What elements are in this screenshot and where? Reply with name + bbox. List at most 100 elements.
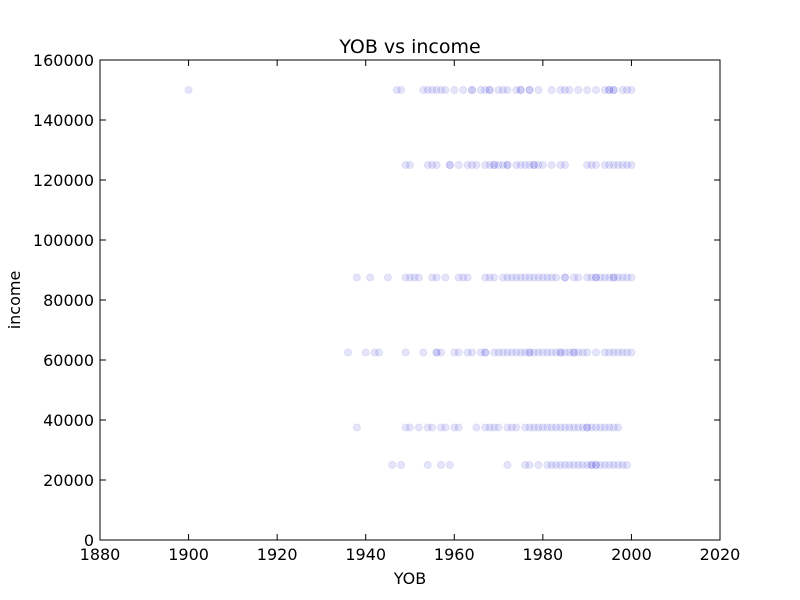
y-tick-label: 20000	[43, 471, 94, 490]
data-point	[503, 160, 512, 169]
data-point	[592, 423, 601, 432]
data-point	[578, 348, 587, 357]
data-point	[405, 273, 414, 282]
data-point	[428, 86, 437, 95]
data-point	[618, 160, 627, 169]
data-point	[574, 348, 583, 357]
data-point	[436, 348, 445, 357]
data-point	[574, 423, 583, 432]
y-tick-label: 0	[84, 531, 94, 550]
data-point	[498, 348, 507, 357]
data-point	[530, 348, 539, 357]
data-point	[361, 348, 370, 357]
data-point	[490, 348, 499, 357]
data-point	[472, 160, 481, 169]
data-point	[436, 86, 445, 95]
data-point	[485, 423, 494, 432]
data-point	[547, 86, 556, 95]
data-point	[494, 86, 503, 95]
data-point	[596, 273, 605, 282]
data-point	[609, 86, 618, 95]
data-point	[467, 86, 476, 95]
data-point	[445, 460, 454, 469]
data-point	[623, 160, 632, 169]
data-point	[543, 460, 552, 469]
data-point	[592, 273, 601, 282]
x-axis-label: YOB	[393, 569, 426, 588]
data-point	[583, 423, 592, 432]
data-point	[569, 460, 578, 469]
data-point	[614, 348, 623, 357]
data-point	[401, 348, 410, 357]
data-point	[565, 86, 574, 95]
data-point	[561, 160, 570, 169]
data-point	[605, 86, 614, 95]
data-point	[530, 160, 539, 169]
data-point	[556, 423, 565, 432]
data-point	[521, 160, 530, 169]
data-point	[401, 423, 410, 432]
data-point	[538, 423, 547, 432]
data-point	[592, 348, 601, 357]
data-point	[600, 273, 609, 282]
data-point	[454, 160, 463, 169]
data-point	[503, 273, 512, 282]
data-point	[534, 348, 543, 357]
data-point	[609, 460, 618, 469]
data-point	[574, 273, 583, 282]
data-point	[609, 348, 618, 357]
data-point	[525, 348, 534, 357]
data-point	[410, 273, 419, 282]
data-point	[432, 273, 441, 282]
data-point	[521, 460, 530, 469]
data-point	[432, 348, 441, 357]
data-point	[547, 460, 556, 469]
data-point	[618, 348, 627, 357]
y-tick-label: 120000	[33, 171, 94, 190]
data-point	[534, 423, 543, 432]
data-point	[552, 348, 561, 357]
data-point	[490, 160, 499, 169]
data-point	[436, 460, 445, 469]
data-point	[592, 86, 601, 95]
y-tick-label: 100000	[33, 231, 94, 250]
data-point	[370, 348, 379, 357]
data-point	[490, 160, 499, 169]
data-point	[609, 423, 618, 432]
data-point	[445, 160, 454, 169]
data-point	[383, 273, 392, 282]
data-point	[627, 86, 636, 95]
data-point	[587, 460, 596, 469]
data-point	[521, 348, 530, 357]
data-point	[583, 423, 592, 432]
data-point	[498, 273, 507, 282]
data-point	[592, 460, 601, 469]
data-point	[609, 273, 618, 282]
data-point	[445, 160, 454, 169]
data-point	[605, 160, 614, 169]
data-point	[565, 423, 574, 432]
data-point	[512, 348, 521, 357]
data-point	[392, 86, 401, 95]
data-point	[605, 273, 614, 282]
data-point	[556, 348, 565, 357]
x-tick-label: 1880	[80, 545, 121, 564]
data-point	[503, 348, 512, 357]
data-point	[583, 160, 592, 169]
chart-title: YOB vs income	[338, 36, 480, 58]
y-tick-label: 80000	[43, 291, 94, 310]
data-point	[414, 423, 423, 432]
data-point	[436, 423, 445, 432]
data-point	[525, 348, 534, 357]
data-point	[397, 460, 406, 469]
data-point	[507, 273, 516, 282]
data-point	[419, 348, 428, 357]
data-point	[419, 86, 428, 95]
data-point	[534, 460, 543, 469]
data-point	[512, 273, 521, 282]
data-point	[481, 273, 490, 282]
data-point	[467, 160, 476, 169]
data-point	[401, 273, 410, 282]
data-point	[583, 273, 592, 282]
